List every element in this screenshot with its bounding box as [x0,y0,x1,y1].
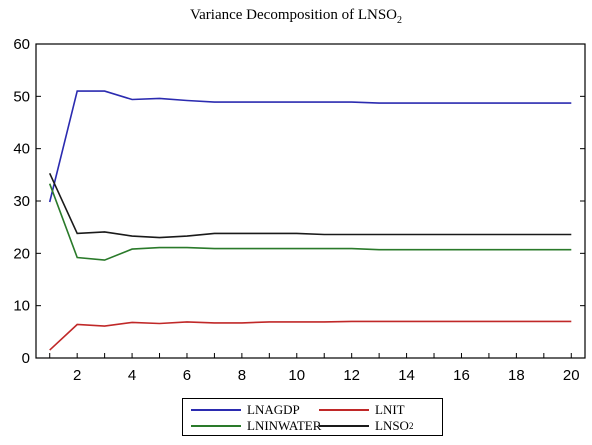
chart-title-subscript: 2 [397,15,403,26]
x-tick-label-10: 10 [288,367,305,384]
plot-frame [35,43,586,359]
x-tick-label-6: 6 [183,367,191,384]
chart-title-text: Variance Decomposition of LNSO [189,7,398,23]
legend-item-lninwater: LNINWATER [191,418,321,434]
y-tick-label-40: 40 [13,141,30,158]
legend: LNAGDP LNIT LNINWATER LNSO 2 [182,398,443,436]
series-line-lninwater [48,183,572,261]
x-tick-label-16: 16 [453,367,470,384]
x-tick-label-8: 8 [238,367,246,384]
series-line-lnagdp [48,90,572,203]
legend-item-lnagdp: LNAGDP [191,402,300,418]
x-tick-label-12: 12 [343,367,360,384]
x-tick-label-4: 4 [128,367,136,384]
legend-item-lnit: LNIT [319,402,405,418]
chart-title: Variance Decomposition of LNSO2 [0,7,592,26]
legend-item-lnso2: LNSO 2 [319,418,413,434]
series-line-lnit [49,320,572,351]
y-tick-label-60: 60 [13,36,30,53]
legend-swatch-lnagdp [191,409,241,411]
legend-label-lninwater: LNINWATER [247,418,322,433]
legend-label-lnso2: LNSO [375,418,409,433]
legend-label-lnagdp: LNAGDP [247,402,300,417]
x-tick-label-20: 20 [563,367,580,384]
legend-swatch-lnit [319,409,369,411]
y-tick-label-50: 50 [13,88,30,105]
y-tick-label-20: 20 [13,245,30,262]
x-tick-label-2: 2 [73,367,81,384]
x-tick-label-14: 14 [398,367,415,384]
y-tick-label-10: 10 [13,298,30,315]
legend-swatch-lninwater [191,425,241,427]
y-tick-label-0: 0 [22,350,30,367]
legend-swatch-lnso2 [319,425,369,427]
legend-label-lnit: LNIT [375,402,405,417]
y-tick-label-30: 30 [13,193,30,210]
x-tick-label-18: 18 [508,367,525,384]
legend-label-lnso2-subscript: 2 [408,421,414,431]
series-line-lnso2 [48,172,572,239]
